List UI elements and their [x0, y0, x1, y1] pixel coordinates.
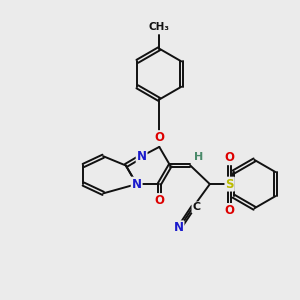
Text: O: O [225, 204, 235, 217]
Text: O: O [225, 151, 235, 164]
Text: N: N [173, 221, 184, 234]
Text: N: N [136, 150, 147, 163]
Text: CH₃: CH₃ [149, 22, 170, 32]
Text: C: C [192, 202, 201, 212]
Text: N: N [132, 178, 142, 190]
Text: S: S [225, 178, 234, 190]
Text: O: O [154, 131, 164, 144]
Text: H: H [194, 152, 204, 162]
Text: O: O [154, 194, 164, 207]
